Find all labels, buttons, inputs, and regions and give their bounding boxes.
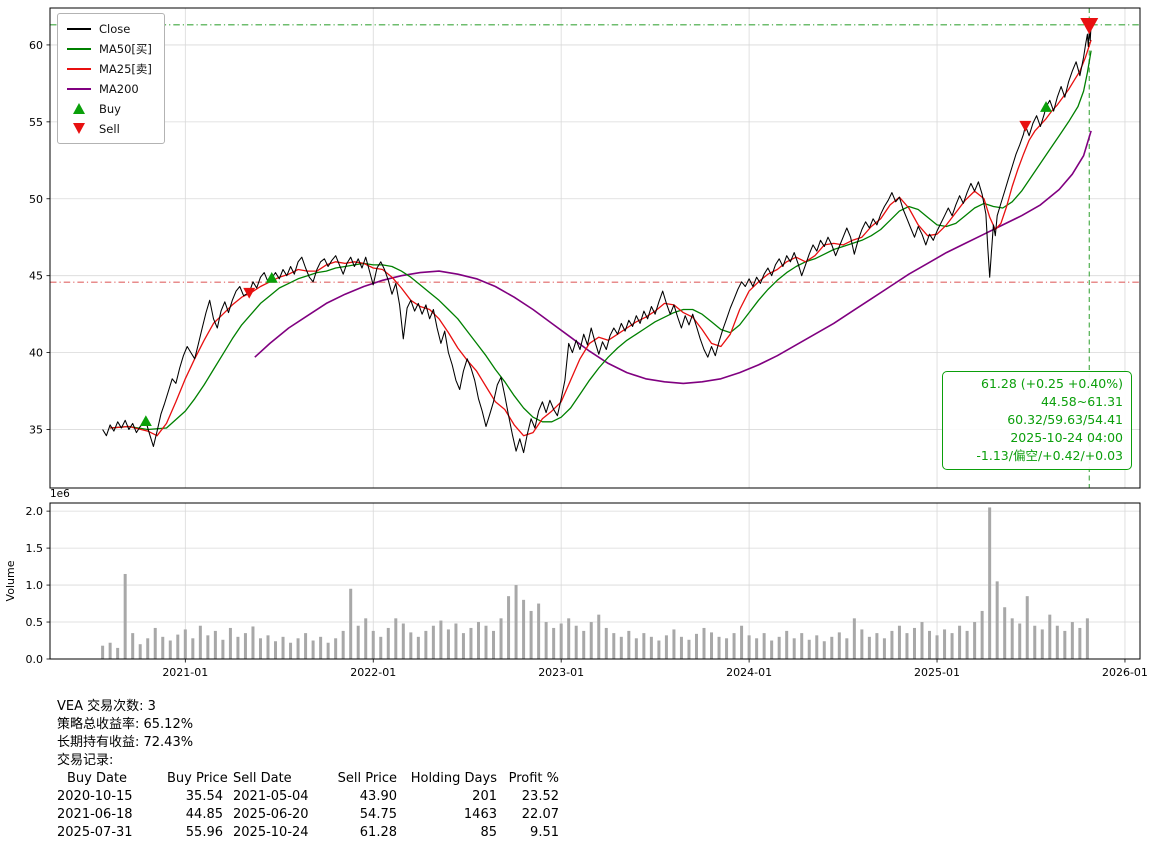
info-ma-values: 60.32/59.63/54.41 xyxy=(1007,412,1123,427)
cell-buy-date: 2025-07-31 xyxy=(57,825,133,840)
ma25-line-icon xyxy=(67,67,91,70)
info-signal: -1.13/偏空/+0.42/+0.03 xyxy=(976,448,1123,463)
cell-sell-price: 61.28 xyxy=(359,825,397,840)
legend-item-ma200: MA200 xyxy=(67,81,152,96)
cell-buy-price: 35.54 xyxy=(185,789,223,804)
legend-item-buy: Buy xyxy=(67,101,152,116)
trades-table-header: Buy Date Buy Price Sell Date Sell Price … xyxy=(57,770,559,788)
svg-text:2026-01: 2026-01 xyxy=(1102,666,1148,679)
cell-buy-price: 55.96 xyxy=(185,825,223,840)
cell-sell-date: 2021-05-04 xyxy=(233,789,309,804)
legend-label-ma50: MA50[买] xyxy=(99,41,152,56)
strategy-summary: VEA 交易次数: 3 策略总收益率: 65.12% 长期持有收益: 72.43… xyxy=(57,698,559,842)
legend-label-buy: Buy xyxy=(99,101,121,116)
svg-text:55: 55 xyxy=(29,116,43,129)
close-line-icon xyxy=(67,27,91,30)
svg-text:2022-01: 2022-01 xyxy=(350,666,396,679)
cell-profit: 9.51 xyxy=(530,825,559,840)
svg-text:2021-01: 2021-01 xyxy=(162,666,208,679)
cell-sell-price: 43.90 xyxy=(359,789,397,804)
info-price-range: 44.58~61.31 xyxy=(1040,394,1123,409)
info-datetime: 2025-10-24 04:00 xyxy=(1010,430,1123,445)
buy-triangle-icon xyxy=(73,103,85,114)
summary-buyhold-return: 长期持有收益: 72.43% xyxy=(57,735,194,750)
ma200-line-icon xyxy=(67,87,91,90)
legend-label-close: Close xyxy=(99,21,131,36)
legend-item-ma25: MA25[卖] xyxy=(67,61,152,76)
cell-buy-price: 44.85 xyxy=(185,807,223,822)
ma50-line-icon xyxy=(67,47,91,50)
svg-text:45: 45 xyxy=(29,270,43,283)
svg-text:50: 50 xyxy=(29,193,43,206)
summary-records-label: 交易记录: xyxy=(57,753,114,768)
legend-item-sell: Sell xyxy=(67,121,152,136)
cell-sell-date: 2025-06-20 xyxy=(233,807,309,822)
svg-text:0.5: 0.5 xyxy=(26,616,44,629)
header-buy-date: Buy Date xyxy=(67,771,128,786)
price-volume-chart: 2021-01 2022-01 2023-01 2024-01 2025-01 2026-… xyxy=(4,7,1148,679)
trade-row: 2021-06-18 44.85 2025-06-20 54.75 1463 2… xyxy=(57,806,559,824)
svg-text:60: 60 xyxy=(29,39,43,52)
legend-item-close: Close xyxy=(67,21,152,36)
header-profit: Profit % xyxy=(508,771,559,786)
legend-label-ma200: MA200 xyxy=(99,81,139,96)
cell-sell-date: 2025-10-24 xyxy=(233,825,309,840)
svg-text:2023-01: 2023-01 xyxy=(538,666,584,679)
cell-holding-days: 201 xyxy=(472,789,497,804)
cell-buy-date: 2020-10-15 xyxy=(57,789,133,804)
svg-text:1e6: 1e6 xyxy=(50,488,70,500)
svg-text:35: 35 xyxy=(29,424,43,437)
svg-text:2.0: 2.0 xyxy=(26,505,44,518)
summary-strategy-return: 策略总收益率: 65.12% xyxy=(57,717,194,732)
summary-trade-count: VEA 交易次数: 3 xyxy=(57,699,156,714)
cell-holding-days: 1463 xyxy=(463,807,497,822)
svg-text:1.0: 1.0 xyxy=(26,579,44,592)
trade-row: 2020-10-15 35.54 2021-05-04 43.90 201 23… xyxy=(57,788,559,806)
header-buy-price: Buy Price xyxy=(167,771,228,786)
header-sell-price: Sell Price xyxy=(337,771,397,786)
svg-text:1.5: 1.5 xyxy=(26,542,44,555)
cell-buy-date: 2021-06-18 xyxy=(57,807,133,822)
cell-profit: 23.52 xyxy=(521,789,559,804)
chart-legend: Close MA50[买] MA25[卖] MA200 Buy Sell xyxy=(57,13,165,144)
svg-text:0.0: 0.0 xyxy=(26,653,44,666)
price-info-box: 61.28 (+0.25 +0.40%) 44.58~61.31 60.32/5… xyxy=(942,371,1132,470)
cell-holding-days: 85 xyxy=(480,825,497,840)
header-sell-date: Sell Date xyxy=(233,771,292,786)
header-holding-days: Holding Days xyxy=(410,771,497,786)
legend-label-ma25: MA25[卖] xyxy=(99,61,152,76)
cell-profit: 22.07 xyxy=(521,807,559,822)
svg-text:2025-01: 2025-01 xyxy=(914,666,960,679)
sell-triangle-icon xyxy=(73,123,85,134)
svg-text:Volume: Volume xyxy=(4,560,17,601)
info-last-price-change: 61.28 (+0.25 +0.40%) xyxy=(981,376,1123,391)
legend-item-ma50: MA50[买] xyxy=(67,41,152,56)
svg-text:2024-01: 2024-01 xyxy=(726,666,772,679)
trade-row: 2025-07-31 55.96 2025-10-24 61.28 85 9.5… xyxy=(57,824,559,842)
cell-sell-price: 54.75 xyxy=(359,807,397,822)
svg-text:40: 40 xyxy=(29,347,43,360)
legend-label-sell: Sell xyxy=(99,121,120,136)
